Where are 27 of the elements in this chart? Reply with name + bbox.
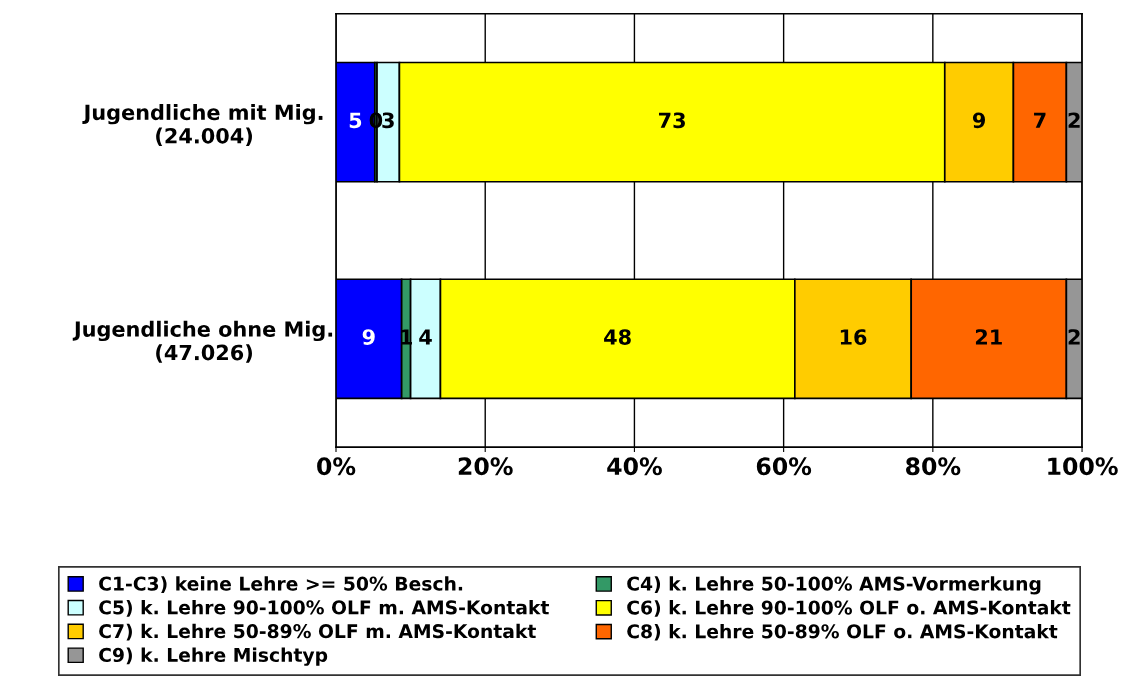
legend-label: C9) k. Lehre Mischtyp [99,647,328,666]
y-tick-label: Jugendliche mit Mig. (24.004) [82,104,323,147]
x-tick-label: 20% [458,457,513,476]
legend-label: C4) k. Lehre 50-100% AMS-Vormerkung [627,576,1041,595]
data-label: 2 [1068,112,1080,128]
legend-label: C6) k. Lehre 90-100% OLF o. AMS-Kontakt [627,600,1071,617]
legend-label: C1-C3) keine Lehre >= 50% Besch. [99,576,463,593]
legend-label: C7) k. Lehre 50-89% OLF m. AMS-Kontakt [99,623,536,641]
data-label: 5 [349,112,362,129]
data-label: 9 [362,329,375,345]
y-tick-label: Jugendliche ohne Mig. (47.026) [72,320,333,363]
data-label: 3 [382,112,394,129]
data-label: 9 [972,112,986,129]
data-label: 21 [975,329,1002,345]
data-label: 73 [659,112,685,129]
legend-label: C8) k. Lehre 50-89% OLF o. AMS-Kontakt [627,623,1058,641]
x-tick-label: 60% [756,457,812,476]
data-label: 4 [419,329,432,345]
x-tick-label: 0% [317,457,356,476]
data-label: 48 [604,329,631,345]
data-label: 16 [840,329,867,345]
data-label: 2 [1068,329,1080,345]
x-tick-label: 100% [1048,457,1118,476]
legend-label: C5) k. Lehre 90-100% OLF m. AMS-Kontakt [99,599,549,617]
x-tick-label: 40% [607,457,662,476]
x-tick-label: 80% [906,457,961,476]
data-label: 7 [1034,112,1046,128]
